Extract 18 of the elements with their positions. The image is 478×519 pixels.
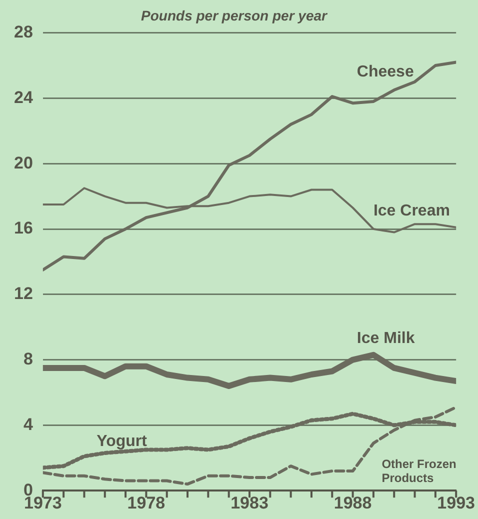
y-tick-label: 28 [14, 22, 33, 42]
line-series [42, 406, 456, 486]
y-tick-label: 24 [14, 88, 34, 107]
y-tick-label: 12 [14, 284, 33, 304]
y-tick-label: 20 [14, 153, 33, 172]
x-tick-label: 1993 [437, 493, 476, 512]
series-label: Yogurt [96, 432, 148, 450]
y-tick-label: 16 [14, 218, 33, 238]
series-label: Ice Cream [373, 202, 450, 220]
series-label: Cheese [356, 63, 414, 80]
y-tick-label: 8 [23, 349, 33, 368]
x-tick-label: 1983 [230, 493, 268, 512]
chart-title: Pounds per person per year [141, 7, 329, 24]
x-tick-label: 1988 [334, 493, 372, 512]
y-tick-label: 4 [23, 414, 34, 434]
series-label: Other Frozen Products [382, 456, 456, 485]
series-label: Ice Milk [356, 330, 415, 347]
x-tick-label: 1978 [127, 493, 166, 512]
